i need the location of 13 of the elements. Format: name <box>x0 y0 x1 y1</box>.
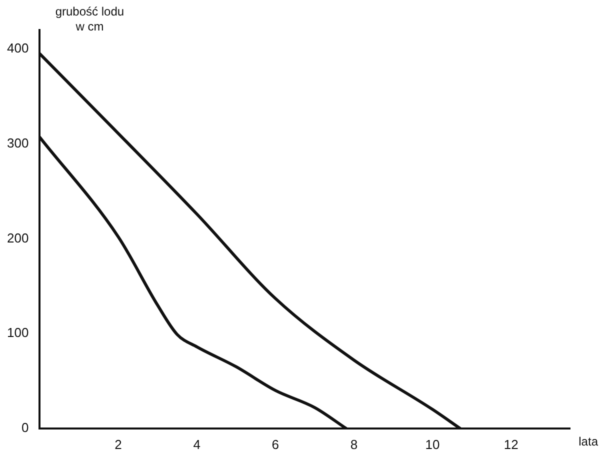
x-tick-label: 10 <box>425 436 440 452</box>
y-tick-label: 100 <box>6 325 29 340</box>
y-axis-title: grubość lodu w cm <box>55 4 124 34</box>
y-tick-label: 400 <box>6 40 29 56</box>
x-tick-label: 8 <box>350 436 358 452</box>
y-tick-label: 0 <box>21 420 29 435</box>
x-tick-label: 12 <box>504 436 518 452</box>
x-tick-label: 6 <box>272 436 279 452</box>
y-tick-label: 200 <box>6 230 29 246</box>
x-tick-label: 4 <box>193 436 200 452</box>
y-tick-label: 300 <box>6 135 29 150</box>
x-axis-title: lata <box>578 434 598 449</box>
x-tick-label: 2 <box>114 436 122 452</box>
